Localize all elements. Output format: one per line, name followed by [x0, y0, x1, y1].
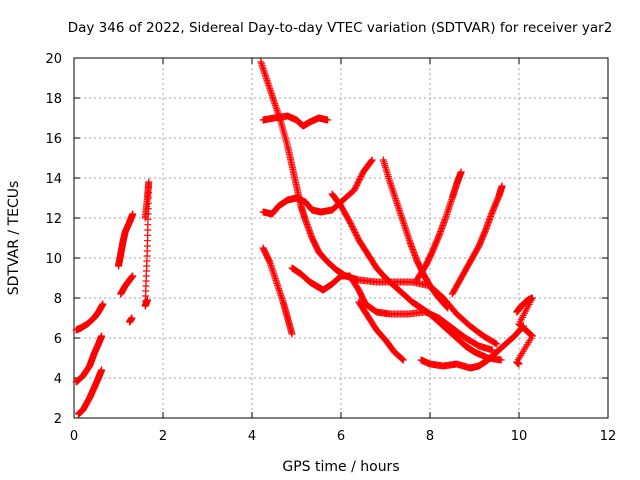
x-tick-label: 6 [337, 429, 345, 444]
data-point [444, 304, 452, 312]
x-tick-label: 2 [159, 429, 167, 444]
data-point [98, 332, 106, 340]
data-point [353, 182, 361, 189]
series-s15 [355, 298, 407, 364]
series-s8 [257, 58, 501, 348]
data-point [399, 355, 407, 363]
data-point [352, 230, 360, 238]
data-point [355, 177, 363, 185]
data-point [353, 233, 361, 241]
x-tick-label: 10 [511, 429, 528, 444]
x-tick-label: 8 [426, 429, 434, 444]
data-point [351, 185, 359, 192]
data-point [288, 330, 296, 338]
data-point [457, 168, 465, 176]
y-tick-label: 14 [45, 172, 62, 187]
y-tick-label: 10 [45, 252, 62, 267]
data-point [348, 223, 356, 230]
grid-lines [74, 58, 608, 418]
series-s2 [72, 332, 106, 386]
data-point [347, 221, 355, 229]
series-s10 [259, 156, 376, 218]
series-s9 [259, 112, 332, 130]
x-axis-label: GPS time / hours [282, 459, 399, 475]
data-point [99, 300, 107, 308]
data-point [324, 116, 332, 124]
series-s3 [74, 366, 106, 418]
data-point [497, 356, 505, 364]
data-point [357, 173, 365, 180]
data-point [358, 171, 366, 179]
data-point [129, 210, 137, 218]
data-point [488, 346, 496, 354]
data-point [349, 224, 357, 232]
data-point [443, 303, 451, 311]
y-tick-label: 20 [45, 52, 62, 67]
y-tick-label: 2 [54, 412, 62, 427]
series-s19 [513, 294, 536, 368]
data-point [346, 218, 354, 226]
series-s4 [115, 210, 137, 270]
data-point [356, 176, 364, 183]
data-points [72, 58, 536, 418]
y-tick-label: 12 [45, 212, 62, 227]
data-point [353, 180, 361, 188]
y-axis-label: SDTVAR / TECUs [6, 181, 22, 296]
data-point [356, 174, 364, 182]
data-point [143, 296, 151, 304]
data-point [442, 302, 450, 310]
series-s17 [413, 168, 465, 284]
data-point [129, 272, 137, 280]
y-tick-label: 8 [54, 292, 62, 307]
data-point [493, 340, 501, 348]
y-tick-label: 16 [45, 132, 62, 147]
y-tick-label: 4 [54, 372, 62, 387]
x-tick-label: 12 [600, 429, 617, 444]
data-point [515, 360, 523, 368]
data-point [350, 186, 358, 194]
series-s1 [72, 300, 107, 334]
series-s5 [117, 272, 137, 298]
data-point [398, 355, 406, 363]
data-point [353, 232, 361, 239]
y-tick-label: 6 [54, 332, 62, 347]
data-point [351, 229, 359, 236]
data-point [498, 182, 506, 190]
x-tick-label: 4 [248, 429, 256, 444]
data-point [128, 314, 136, 322]
series-s12 [288, 264, 496, 354]
data-point [347, 220, 355, 227]
data-point [492, 339, 500, 347]
data-point [98, 366, 106, 374]
data-point [368, 156, 376, 164]
data-point [367, 157, 375, 165]
series-s7 [141, 178, 153, 310]
series-s6 [126, 314, 136, 326]
chart-title: Day 346 of 2022, Sidereal Day-to-day VTE… [68, 20, 613, 36]
x-tick-label: 0 [70, 429, 78, 444]
data-point [350, 226, 358, 233]
data-point [350, 227, 358, 235]
y-tick-label: 18 [45, 92, 62, 107]
data-point [354, 179, 362, 186]
data-point [399, 356, 407, 364]
series-s11 [259, 244, 296, 338]
series-s18 [448, 182, 506, 298]
data-point [352, 183, 360, 191]
